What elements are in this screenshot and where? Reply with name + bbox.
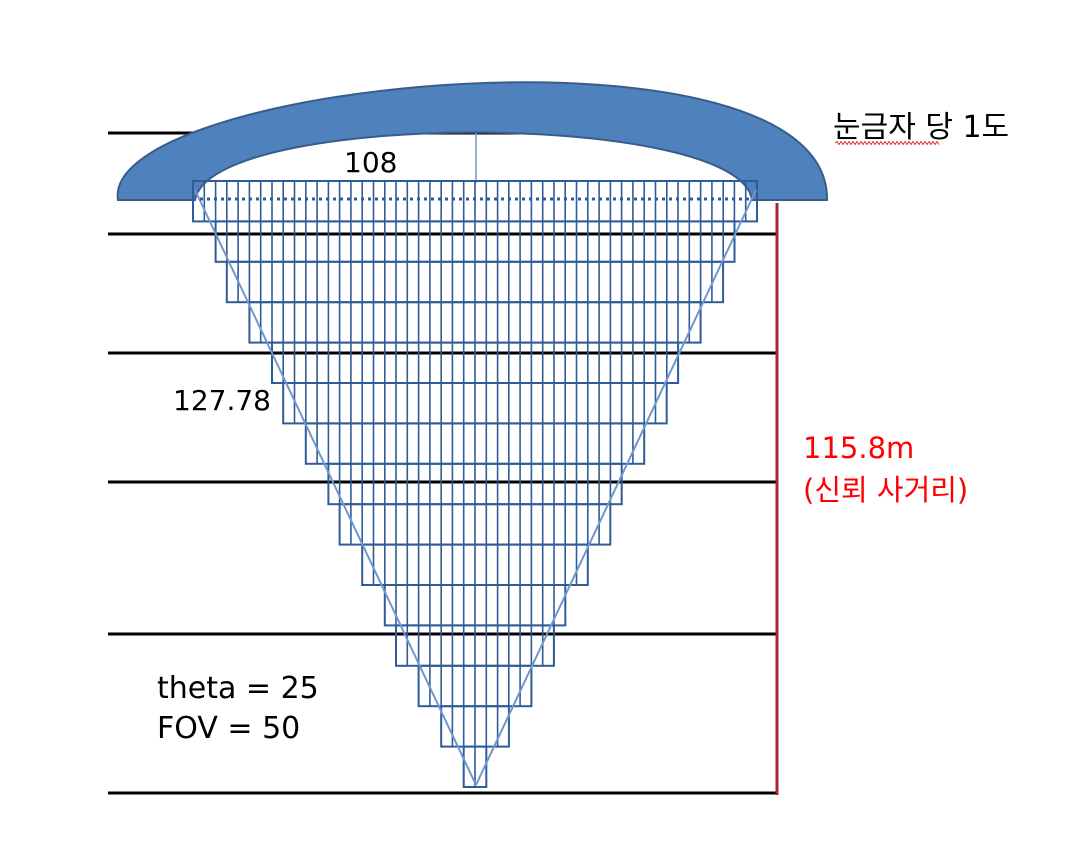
spell-check-underline [835, 141, 940, 145]
grid-row-14 [440, 705, 510, 748]
grid-row-9 [338, 503, 612, 546]
grid-row-3 [225, 260, 725, 304]
range-caption: (신뢰 사거리) [803, 473, 969, 507]
grid-row-12 [395, 624, 555, 667]
range-label: 115.8m (신뢰 사거리) [803, 427, 968, 511]
grid-row-10 [361, 543, 589, 586]
cone-right-edge [475, 189, 757, 786]
grid-row-7 [304, 422, 646, 465]
slant-length-label: 127.78 [173, 384, 271, 417]
parameters-label: theta = 25 FOV = 50 [157, 669, 319, 749]
grid-row-2 [214, 220, 736, 263]
lens-arc-shape [116, 81, 829, 201]
grid-row-5 [271, 341, 680, 385]
cone-left-edge [194, 189, 477, 786]
top-width-label: 108 [344, 146, 398, 179]
range-value: 115.8m [803, 431, 915, 465]
grid-row-4 [248, 301, 702, 344]
grid-row-15 [462, 745, 488, 788]
fov-value: FOV = 50 [157, 711, 301, 746]
grid-row-6 [282, 382, 668, 425]
scale-title: 눈금자 당 1도 [833, 110, 1010, 145]
grid-row-8 [327, 462, 623, 506]
theta-value: theta = 25 [157, 671, 319, 706]
grid-row-1 [192, 180, 758, 223]
cone-grid [192, 180, 758, 788]
grid-row-11 [383, 584, 567, 627]
